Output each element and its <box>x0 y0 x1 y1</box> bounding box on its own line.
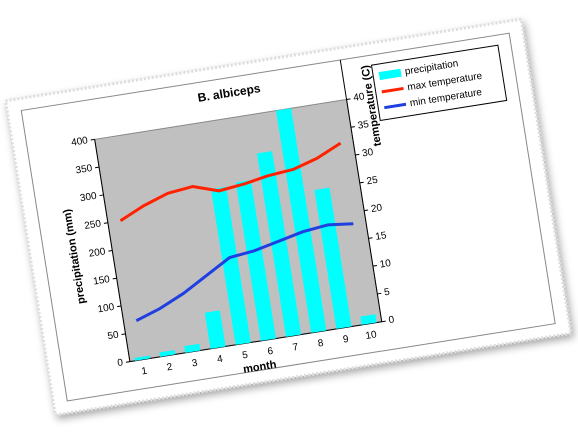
y2-tick-label: 25 <box>366 175 379 188</box>
tilted-card: B. albiceps 0501001502002503003504000510… <box>3 17 573 417</box>
bar <box>184 343 201 353</box>
y-tick <box>99 194 104 197</box>
x-tick-label: 6 <box>267 346 275 358</box>
y2-tick <box>364 209 369 212</box>
bar <box>204 310 226 349</box>
y-tick <box>90 138 95 141</box>
y2-tick <box>368 237 373 239</box>
y-tick-label: 50 <box>107 330 120 343</box>
y-tick <box>117 305 122 308</box>
y-tick <box>125 361 130 363</box>
x-tick-label: 4 <box>216 354 224 366</box>
y2-tick-label: 40 <box>353 91 366 104</box>
y2-tick-label: 0 <box>388 314 396 326</box>
y2-tick <box>350 126 355 128</box>
y2-tick <box>381 320 386 323</box>
y2-tick <box>359 181 364 184</box>
y2-tick-label: 5 <box>383 287 391 299</box>
y2-tick <box>355 153 360 156</box>
y2-tick-label: 15 <box>375 230 388 243</box>
x-tick-label: 2 <box>166 362 174 374</box>
y-tick-label: 100 <box>97 302 116 316</box>
y-tick <box>121 333 126 335</box>
y2-tick-label: 30 <box>361 147 374 160</box>
y-axis <box>94 139 131 362</box>
bar <box>159 349 176 357</box>
y-tick-label: 200 <box>88 246 107 260</box>
y2-tick <box>377 292 382 295</box>
legend-swatch <box>378 68 402 81</box>
y-tick-label: 250 <box>84 218 103 232</box>
bar <box>276 108 327 333</box>
y-tick-label: 400 <box>70 135 89 149</box>
x-tick-label: 9 <box>342 334 350 346</box>
y-tick <box>112 277 117 280</box>
x-tick-label: 7 <box>292 342 300 354</box>
legend-swatch <box>381 86 404 94</box>
bar <box>134 355 151 361</box>
x-tick-label: 8 <box>317 338 325 350</box>
legend-box <box>370 44 508 122</box>
y-tick-label: 300 <box>79 191 98 205</box>
bar <box>314 187 352 329</box>
y-tick <box>95 166 100 169</box>
x-tick-label: 3 <box>191 358 199 370</box>
y-tick <box>103 222 108 224</box>
y2-tick <box>346 98 351 100</box>
y2-axis <box>339 59 383 322</box>
y2-tick <box>372 265 377 267</box>
y2-tick-label: 20 <box>370 202 383 215</box>
bar <box>360 314 377 325</box>
y-tick <box>108 250 113 252</box>
bar <box>211 186 251 345</box>
x-tick-label: 1 <box>141 366 149 378</box>
y-tick-label: 0 <box>117 357 125 369</box>
line-series <box>119 141 342 222</box>
y-tick-label: 350 <box>75 163 94 177</box>
legend-swatch <box>384 102 407 110</box>
line-series <box>135 222 354 323</box>
y2-tick-label: 35 <box>357 119 370 132</box>
bar <box>256 151 302 337</box>
x-tick-label: 10 <box>365 329 378 342</box>
y2-tick-label: 10 <box>379 258 392 271</box>
x-axis-label: month <box>242 359 277 376</box>
x-tick-label: 5 <box>242 350 250 362</box>
y-tick-label: 150 <box>92 274 111 288</box>
bar <box>235 180 276 341</box>
